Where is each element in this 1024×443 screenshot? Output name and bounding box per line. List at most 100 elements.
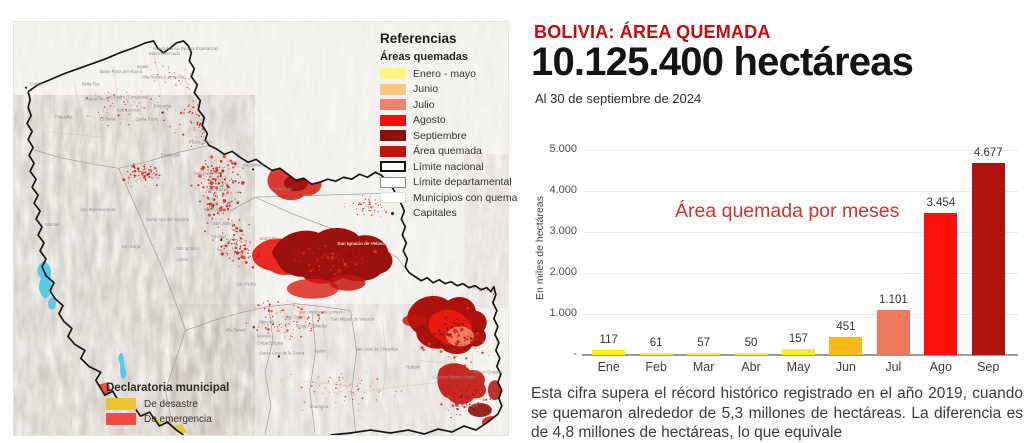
place-label: Carmen Rivero Tórrez [433,374,475,379]
national-border [26,40,503,435]
place-label: Urubichá [259,236,277,241]
place-label: San Pedro [236,282,257,287]
y-tick-label: 5.000 [549,143,577,155]
capital-dot [277,355,281,358]
place-label: San Pedro (Conquista) [105,95,149,100]
declaratoria-swatch [106,413,136,425]
bar-Jul [876,309,910,355]
place-label: Nueva Manoa (Nueva Esperanza) [153,46,218,51]
gridline [585,190,1018,192]
place-label: Trinidad [211,234,227,239]
y-axis-ticks: 5.000 4.000 3.000 2.000 1.000 - [533,140,579,360]
hillshade-texture [14,22,508,435]
bar-Sep [971,163,1005,355]
place-label: San Miguel de Velasco [331,317,375,322]
legend-item-label: Límite nacional [413,160,484,173]
place-label: Cuatro Cañadas [296,324,327,329]
legend-item: Capitales [380,206,508,222]
legend-item: Límite nacional [380,159,508,175]
month-label-Abr: Abr [741,360,761,374]
place-label: Bella Flor [82,82,101,87]
legend-item-label: Julio [413,98,435,111]
bolivia-burned-area-map: Cobija Bella Flor Santa Rosa del Abuná Inga… [13,21,517,436]
place-label: Roboré [406,364,421,369]
place-label: Filadelfia [55,115,73,120]
declaratoria-item-label: De emergencia [144,413,212,425]
gridline [585,313,1018,315]
legend-items: Enero - mayo Junio Julio Agosto Septiembre Ár… [380,66,517,222]
place-label: Puerto Siles [189,139,212,144]
map-legend-declaratoria: Declaratoria municipal De desastre De eme… [106,382,266,427]
place-label: Santa Rosa [135,117,158,122]
legend-swatch-border-thin [380,176,406,188]
legend-item-label: Capitales [413,207,457,220]
place-label: Exaltación [161,152,181,157]
place-label: San Joaquín [193,170,218,175]
place-label: San Antonio de Lomerío [299,310,345,315]
bar-value-label: 1.101 [878,293,908,306]
legend-item-label: Septiembre [413,129,467,142]
legend-item-label: Junio [413,83,439,96]
legend-swatch-color [380,145,406,157]
bar-Ene [592,350,626,355]
legend-swatch-border-faint [380,192,406,204]
month-label-Ago: Ago [929,360,952,374]
place-label: Cobija [30,82,43,87]
chart-title: Área quemada por meses [675,200,900,222]
legend-item: Junio [380,82,508,98]
legend-item: Julio [380,97,508,113]
legend-swatch-color [380,83,406,95]
legend-item: Enero - mayo [380,66,508,82]
bar-Ago [924,213,958,355]
month-label-Ene: Ene [597,360,620,374]
place-label: Charagua [309,404,328,409]
place-label: San Borja [121,244,140,249]
legend-item-label: Área quemada [413,145,482,158]
bar-value-label: 157 [788,332,809,345]
legend-item-label: Límite departamental [413,176,512,189]
place-label: Magdalena [242,162,264,167]
legend-item-label: Agosto [413,114,446,127]
bar-Feb [639,352,673,355]
place-label: San Buenaventura [80,207,116,212]
monthly-burned-area-chart: En miles de hectáreas 5.000 4.000 3.000 2.0… [533,140,1022,378]
capital-dot [25,86,28,89]
y-tick-label: 3.000 [549,225,577,237]
headline-total-hectares: 10.125.400 hectáreas [531,40,914,84]
bar-value-label: 50 [744,336,758,349]
legend-swatch-dot [380,208,406,219]
place-label: Ingavi [137,64,148,69]
place-label: San Julián [285,315,306,320]
bar-value-label: 451 [836,320,856,333]
place-label: Colpa Bélgica [257,340,284,345]
gridline [585,272,1018,274]
legend-item-label: Municipios con quema [413,191,518,204]
legend-swatch-color [380,130,406,142]
declaratoria-title: Declaratoria municipal [106,382,230,394]
place-labels: Cobija Bella Flor Santa Rosa del AbunáInga… [30,46,503,409]
bar-value-label: 3.454 [926,197,956,210]
x-axis-labels: Ene Feb Mar Abr May Jun Jul Ago Sep [585,360,1012,374]
place-label: Pailón [314,348,326,353]
place-label: Puerto Suárez [450,403,477,408]
legend-swatch-color [380,99,406,111]
bar-Jun [829,336,863,355]
legend-item: Municipios con quema [380,190,517,206]
capital-dot [251,168,255,171]
legend-swatch-color [380,68,406,80]
date-line: Al 30 de septiembre de 2024 [535,91,702,106]
bar-Abr [734,352,768,355]
legend-item-label: Enero - mayo [413,67,477,80]
place-label: Montero [257,333,273,338]
place-label: Santa Ana del Yacuma [146,217,190,222]
bar-May [782,348,815,355]
legend-item: Agosto [380,113,508,129]
map-legend-referencias: Referencias Áreas quemadas Enero - mayo J… [380,31,517,222]
y-tick-label: - [573,348,577,360]
legend-swatch-color [380,114,406,126]
place-label: Huacaraje [273,186,293,191]
capital-dot [220,238,223,242]
place-label: San Ignacio [176,246,199,251]
place-label: Santos Mercado [149,51,181,56]
bar-value-label: 57 [697,336,710,349]
